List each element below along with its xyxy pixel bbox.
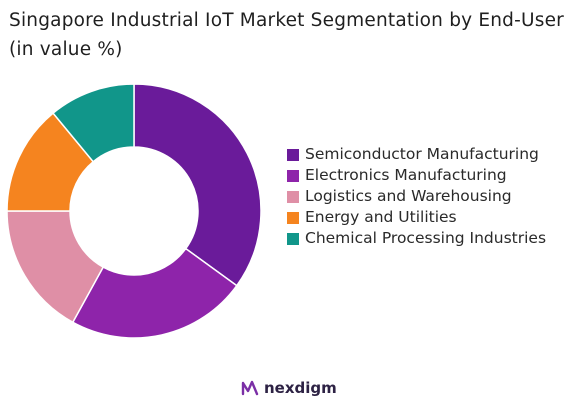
chart-title: Singapore Industrial IoT Market Segmenta… xyxy=(9,10,564,60)
legend-label: Logistics and Warehousing xyxy=(305,187,512,205)
legend-swatch xyxy=(287,170,299,182)
legend-item: Electronics Manufacturing xyxy=(287,165,587,186)
brand-logo: nexdigm xyxy=(240,378,337,398)
donut-slice-chemical-processing-industries xyxy=(51,83,135,163)
legend-item: Logistics and Warehousing xyxy=(287,186,587,207)
donut-slice-electronics-manufacturing xyxy=(71,247,238,339)
legend-label: Semiconductor Manufacturing xyxy=(305,145,539,163)
legend-label: Chemical Processing Industries xyxy=(305,229,547,247)
legend-swatch xyxy=(287,191,299,203)
nexdigm-logo-icon xyxy=(241,380,259,396)
legend-label: Electronics Manufacturing xyxy=(305,166,507,184)
legend-item: Semiconductor Manufacturing xyxy=(287,144,587,165)
legend-item: Chemical Processing Industries xyxy=(287,228,587,249)
legend-swatch xyxy=(287,233,299,245)
legend-item: Energy and Utilities xyxy=(287,207,587,228)
legend-swatch xyxy=(287,212,299,224)
brand-name: nexdigm xyxy=(264,379,337,397)
legend-swatch xyxy=(287,149,299,161)
legend-label: Energy and Utilities xyxy=(305,208,457,226)
donut-slice-semiconductor-manufacturing xyxy=(133,83,262,287)
chart-legend: Semiconductor Manufacturing Electronics M… xyxy=(287,144,587,249)
